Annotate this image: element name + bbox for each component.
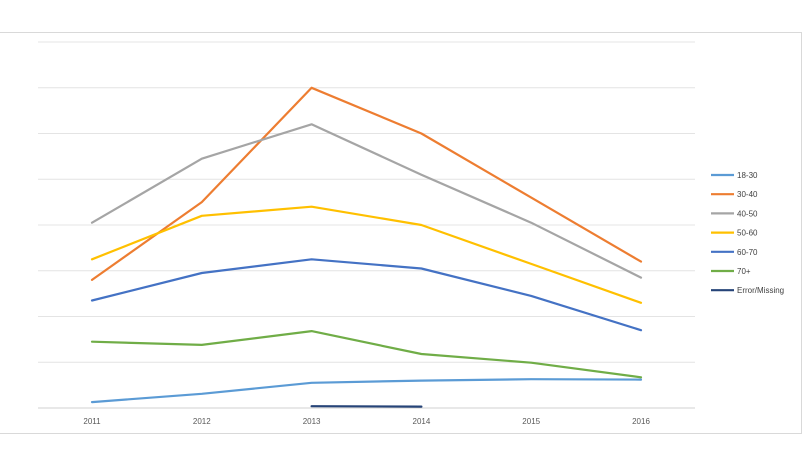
x-tick-label: 2011 [83, 417, 101, 426]
legend-label: 50-60 [737, 229, 758, 238]
legend-label: Error/Missing [737, 286, 784, 295]
x-tick-label: 2014 [413, 417, 431, 426]
series-line-50-60 [90, 205, 643, 304]
series-line-70- [90, 330, 643, 379]
chart-frame [0, 32, 802, 434]
x-tick-label: 2016 [632, 417, 650, 426]
x-tick-label: 2015 [522, 417, 540, 426]
legend-label: 18-30 [737, 171, 758, 180]
x-axis: 2011 2012 2013 2014 2015 2016 [83, 417, 650, 426]
series-lines [90, 86, 643, 408]
series-line-30-40 [90, 86, 643, 281]
legend-label: 40-50 [737, 209, 758, 218]
x-tick-label: 2013 [303, 417, 321, 426]
series-line-60-70 [90, 258, 643, 332]
legend-label: 30-40 [737, 190, 758, 199]
legend: 18-30 30-40 40-50 50-60 60-70 70+ Error/Missin… [711, 171, 784, 295]
legend-label: 70+ [737, 267, 751, 276]
x-tick-label: 2012 [193, 417, 211, 426]
series-line-18-30 [90, 378, 643, 404]
legend-label: 60-70 [737, 248, 758, 257]
series-line-40-50 [90, 123, 643, 279]
gridlines [38, 41, 695, 409]
